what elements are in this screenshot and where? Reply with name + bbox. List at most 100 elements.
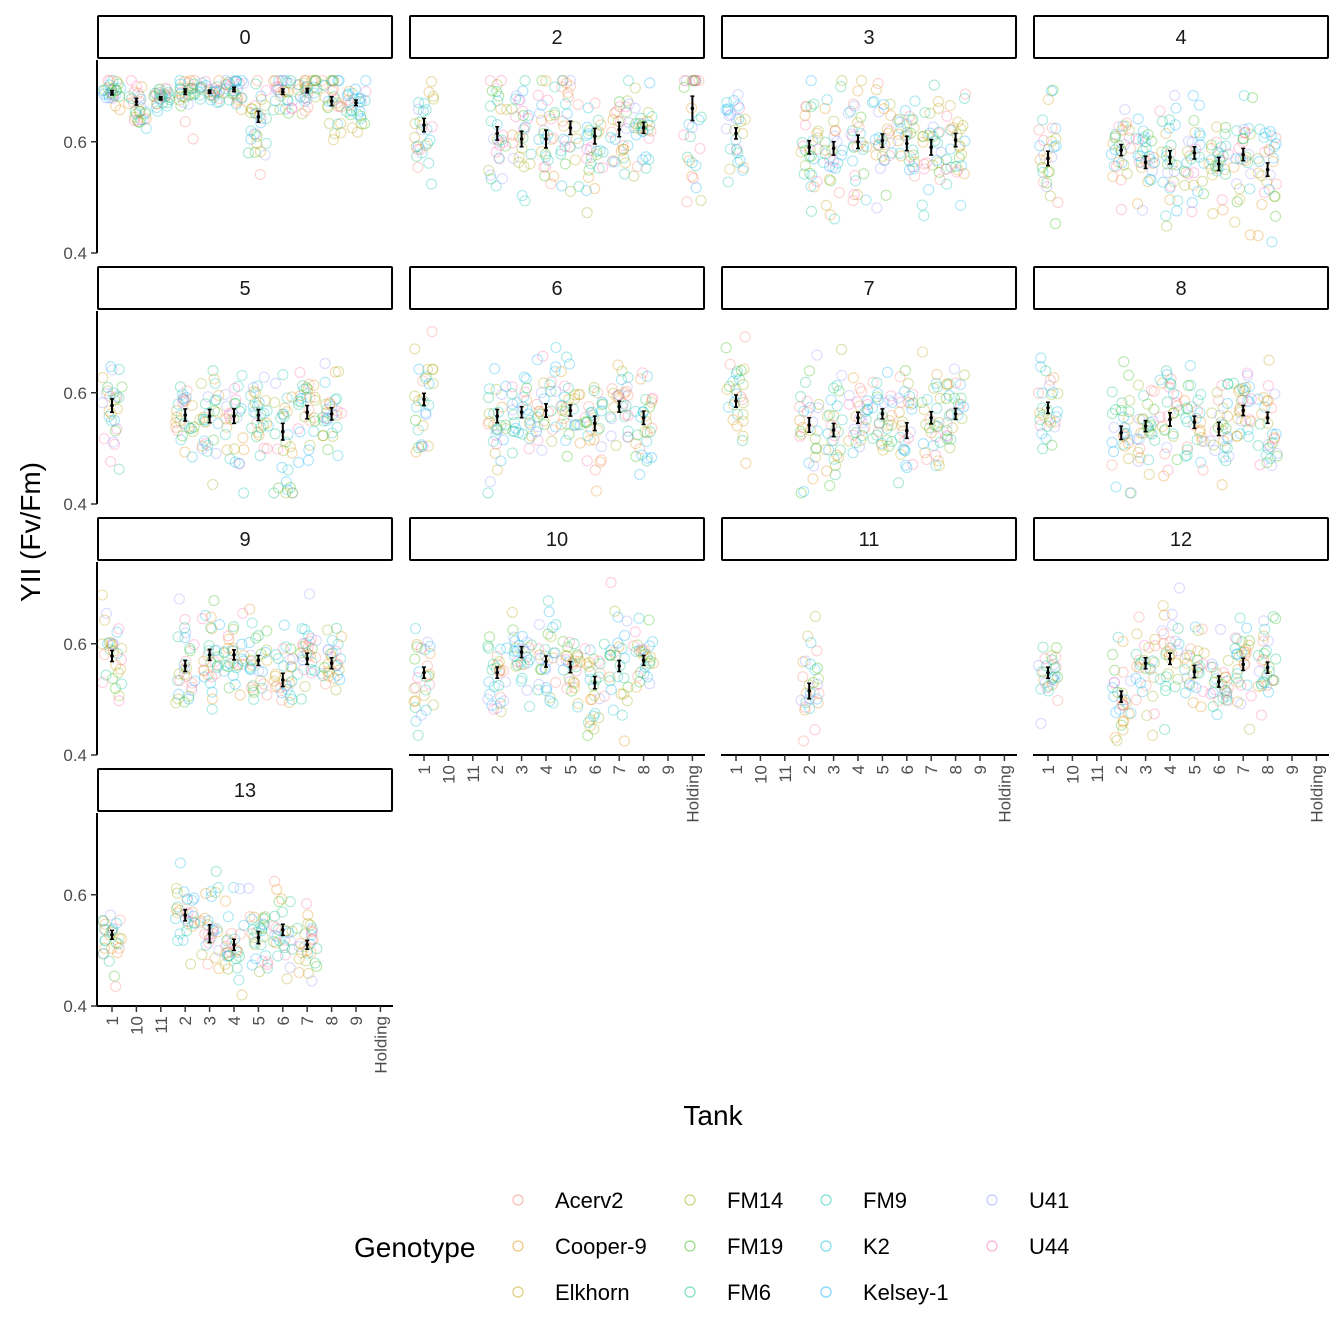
data-point	[1181, 449, 1193, 462]
data-point	[333, 664, 345, 676]
data-point	[299, 95, 311, 107]
data-point	[96, 589, 108, 601]
data-point	[522, 112, 534, 124]
data-point	[550, 341, 562, 354]
legend-key	[512, 1194, 524, 1206]
data-point	[1236, 636, 1248, 648]
data-point	[879, 139, 891, 151]
data-point	[493, 152, 505, 164]
data-point	[257, 419, 269, 431]
data-point	[174, 75, 186, 87]
data-point	[179, 116, 191, 128]
data-point	[596, 162, 609, 174]
data-point	[812, 673, 825, 685]
data-point	[1211, 386, 1223, 399]
data-point	[1123, 132, 1135, 144]
data-point	[302, 454, 315, 466]
data-point	[870, 149, 882, 161]
data-point	[1113, 156, 1125, 168]
facet-panel-day-7: 7	[720, 266, 1017, 499]
data-point	[724, 358, 736, 370]
data-point	[606, 156, 618, 168]
data-point	[622, 431, 634, 443]
data-point	[582, 128, 594, 140]
mean-point	[1046, 405, 1050, 410]
data-point	[295, 937, 307, 949]
data-point	[420, 104, 432, 116]
data-point	[274, 87, 286, 99]
data-point	[316, 667, 328, 680]
data-point	[272, 81, 284, 93]
data-point	[211, 96, 223, 109]
data-point	[628, 640, 640, 652]
data-point	[173, 668, 185, 680]
data-point	[644, 77, 656, 89]
data-point	[257, 912, 269, 924]
data-point	[513, 639, 525, 651]
data-point	[1112, 631, 1124, 643]
data-point	[1116, 699, 1129, 711]
data-point	[286, 95, 298, 107]
data-point	[1105, 148, 1117, 160]
data-point	[305, 632, 318, 645]
data-point	[211, 660, 224, 672]
data-point	[493, 153, 505, 165]
data-point	[186, 920, 198, 932]
data-point	[561, 683, 573, 695]
data-point	[252, 426, 264, 438]
data-point	[916, 396, 928, 409]
data-point	[732, 156, 744, 168]
data-point	[1033, 124, 1045, 136]
x-tick-label: Holding	[995, 765, 1014, 823]
data-point	[1121, 168, 1133, 180]
data-point	[411, 641, 423, 653]
data-point	[847, 447, 859, 459]
data-point	[608, 107, 621, 119]
data-point	[538, 161, 550, 173]
data-point	[422, 636, 434, 648]
data-point	[184, 645, 196, 657]
data-point	[286, 391, 298, 403]
data-point	[858, 168, 870, 180]
data-point	[594, 144, 606, 156]
error-bar-tank-7	[1241, 147, 1246, 162]
data-point	[170, 421, 182, 433]
facet-strip-label: 13	[234, 780, 256, 802]
data-point	[256, 925, 268, 937]
data-point	[1209, 160, 1222, 172]
data-point	[199, 912, 211, 924]
data-point	[555, 401, 567, 413]
data-point	[484, 631, 496, 643]
data-point	[892, 477, 905, 489]
data-point	[563, 358, 576, 370]
data-point	[646, 110, 658, 123]
error-bar-tank-7	[1241, 404, 1246, 417]
data-point	[172, 398, 184, 410]
data-point	[250, 387, 262, 399]
data-point	[1157, 599, 1169, 612]
data-point	[556, 81, 568, 93]
data-point	[306, 75, 318, 87]
data-point	[1222, 148, 1234, 160]
data-point	[205, 885, 217, 898]
data-point	[245, 107, 257, 119]
data-point	[1034, 140, 1046, 152]
data-point	[236, 92, 248, 104]
data-point	[212, 882, 224, 894]
data-point	[893, 113, 905, 125]
data-point	[500, 419, 512, 431]
data-point	[1179, 179, 1191, 191]
data-point	[935, 146, 947, 158]
legend-label: Acerv2	[555, 1188, 623, 1213]
data-point	[1044, 414, 1056, 426]
data-point	[179, 395, 192, 407]
data-point	[416, 147, 428, 159]
data-point	[811, 645, 823, 657]
data-point	[1209, 425, 1221, 437]
data-point	[733, 113, 745, 125]
data-point	[583, 164, 595, 176]
data-point	[488, 681, 500, 693]
data-point	[616, 365, 628, 377]
data-point	[525, 419, 537, 431]
data-point	[1110, 481, 1122, 493]
